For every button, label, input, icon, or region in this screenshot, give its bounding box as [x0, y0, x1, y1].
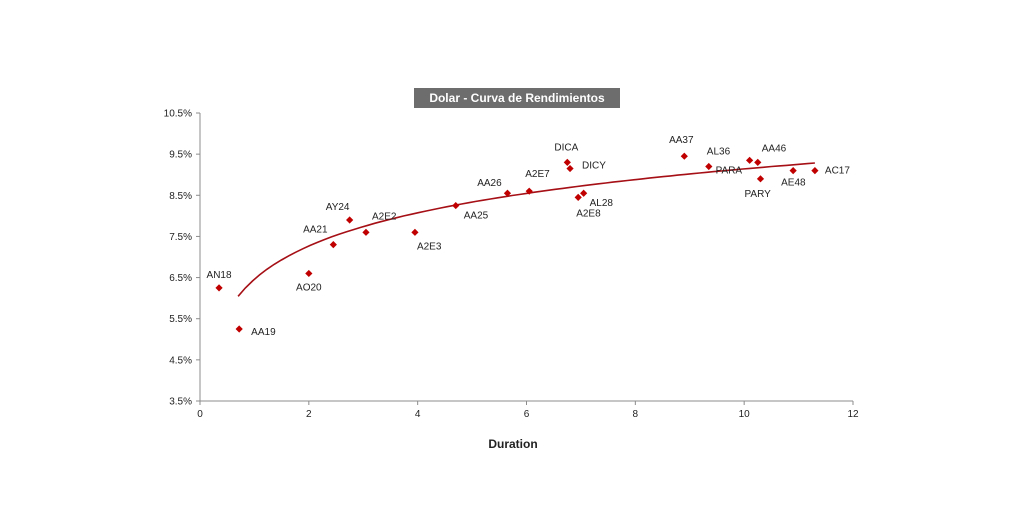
data-point-label: AN18: [207, 270, 232, 281]
y-tick-label: 7.5%: [169, 232, 192, 243]
data-point-labels: AN18 AA19 AO20 AA21 AY24 A2E2 A2E3 AA25 AA26 A2E7…: [207, 135, 851, 338]
data-point-label: AA37: [669, 135, 694, 146]
data-point-marker: [346, 216, 354, 224]
data-point-marker: [235, 325, 243, 333]
data-point-marker: [566, 164, 574, 173]
y-tick-label: 4.5%: [169, 355, 192, 366]
data-point-marker: [746, 156, 754, 164]
data-point-label: AC17: [825, 166, 850, 177]
data-point-marker: [580, 189, 588, 197]
x-tick-label: 12: [847, 409, 859, 420]
data-point-label: AA25: [464, 211, 489, 222]
data-point-label: AL28: [590, 198, 614, 209]
data-point-label: AL36: [707, 146, 731, 157]
data-point-marker: [680, 152, 688, 160]
data-point-label: A2E3: [417, 241, 442, 252]
data-point-marker: [411, 228, 419, 236]
data-point-marker: [811, 167, 819, 175]
data-point-marker: [329, 241, 337, 249]
data-point-label: AA26: [477, 178, 502, 189]
y-tick-label: 10.5%: [164, 109, 192, 120]
data-point-marker: [503, 189, 512, 197]
x-axis-ticks: 0 2 4 6 8 10 12: [197, 401, 859, 420]
x-axis-label: Duration: [488, 437, 537, 451]
x-tick-label: 6: [524, 409, 530, 420]
data-point-label: PARY: [744, 189, 771, 200]
data-point-label: AY24: [326, 202, 350, 213]
data-point-label: AA46: [762, 143, 787, 154]
data-point-marker: [305, 269, 313, 278]
y-tick-label: 9.5%: [169, 150, 192, 161]
data-point-label: AA21: [303, 225, 328, 236]
data-points: [215, 152, 819, 333]
trendline: [237, 162, 815, 297]
data-point-label: AO20: [296, 282, 322, 293]
y-tick-label: 6.5%: [169, 273, 192, 284]
y-tick-label: 5.5%: [169, 314, 192, 325]
data-point-label: DICY: [582, 161, 606, 172]
data-point-marker: [705, 162, 713, 171]
x-tick-label: 10: [739, 409, 751, 420]
y-tick-label: 8.5%: [169, 191, 192, 202]
data-point-label: AA19: [251, 327, 276, 338]
data-point-marker: [574, 193, 582, 201]
data-point-marker: [215, 284, 223, 292]
y-axis-ticks: 3.5% 4.5% 5.5% 6.5% 7.5% 8.5% 9.5% 10.5%: [164, 109, 200, 408]
chart-title-background: [414, 88, 620, 108]
data-point-label: A2E2: [372, 211, 397, 222]
data-point-marker: [756, 175, 765, 183]
data-point-marker: [563, 158, 571, 166]
x-tick-label: 0: [197, 409, 203, 420]
data-point-label: PARA: [716, 165, 743, 176]
data-point-label: DICA: [554, 142, 578, 153]
data-point-label: A2E8: [576, 208, 601, 219]
data-point-marker: [362, 228, 370, 236]
data-point-marker: [525, 187, 533, 195]
x-tick-label: 8: [633, 409, 639, 420]
x-tick-label: 2: [306, 409, 312, 420]
data-point-marker: [789, 167, 797, 175]
chart-title: Dolar - Curva de Rendimientos: [414, 88, 620, 108]
data-point-marker: [754, 158, 762, 166]
data-point-marker: [452, 201, 460, 210]
chart-title-text: Dolar - Curva de Rendimientos: [429, 91, 605, 105]
x-tick-label: 4: [415, 409, 421, 420]
data-point-label: AE48: [781, 178, 806, 189]
y-tick-label: 3.5%: [169, 397, 192, 408]
data-point-label: A2E7: [525, 169, 550, 180]
